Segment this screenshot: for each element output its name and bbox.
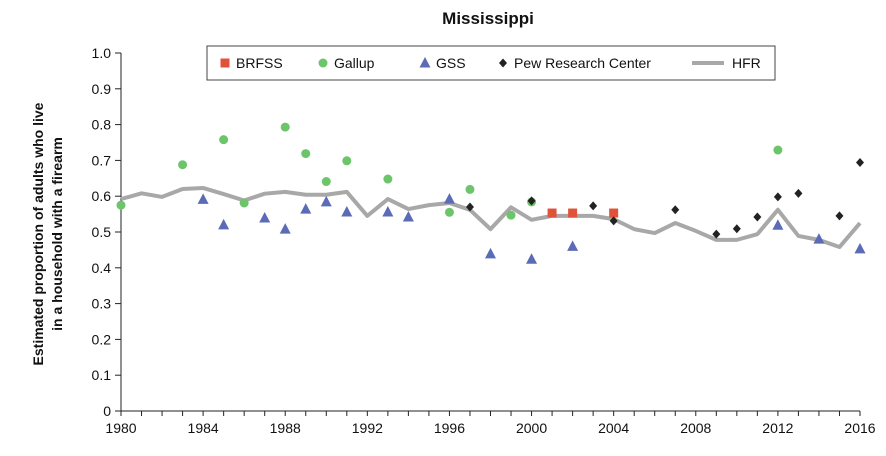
y-tick-label: 0.6 (92, 188, 112, 204)
legend-label-gss: GSS (436, 55, 466, 71)
brfss-point (568, 208, 578, 218)
chart-title: Mississippi (442, 9, 534, 28)
hfr-line (120, 185, 862, 250)
x-tick-label: 2016 (844, 420, 875, 436)
x-tick-label: 1984 (188, 420, 219, 436)
gss-point (320, 195, 332, 207)
pew-research-center-point (794, 188, 803, 198)
gss-point (813, 233, 825, 244)
legend-label-gallup: Gallup (334, 55, 375, 71)
legend-label-pew-research-center: Pew Research Center (514, 55, 651, 71)
x-tick-label: 1996 (434, 420, 465, 436)
gallup-point (773, 145, 783, 155)
gss-point (382, 205, 394, 217)
gallup-point (342, 156, 352, 166)
gallup-point (301, 149, 311, 159)
gallup-point (219, 135, 229, 145)
y-axis: 0 0.1 0.2 0.3 0.4 0.5 0.6 0.7 0.8 0.9 1.0 (92, 45, 121, 419)
axes (120, 53, 860, 412)
y-tick-label: 0.8 (92, 117, 112, 133)
legend-label-brfss: BRFSS (236, 55, 283, 71)
pew-research-center-point (465, 202, 474, 212)
pew-research-center-point (856, 158, 864, 168)
gallup-point (178, 160, 188, 170)
pew-research-center-point (835, 211, 844, 221)
y-tick-label: 0.1 (92, 367, 112, 383)
pew-research-center-point (712, 229, 721, 239)
gss-point (567, 240, 579, 251)
x-tick-label: 1980 (105, 420, 136, 436)
pew-research-center-point (773, 192, 782, 202)
gss-point (341, 205, 353, 217)
gallup-point (321, 177, 331, 187)
x-tick-label: 1988 (270, 420, 301, 436)
gss-point (402, 210, 414, 222)
gss-point (197, 193, 209, 204)
brfss-point (547, 208, 557, 218)
y-tick-label: 0.2 (92, 331, 112, 347)
pew-research-center-point (732, 224, 741, 234)
gallup-point (116, 200, 126, 210)
legend-swatch-pew-research-center (499, 58, 507, 68)
pew-research-center-point (589, 201, 598, 211)
gallup-point (465, 184, 475, 194)
legend-frame (206, 45, 776, 81)
gss-point (259, 212, 271, 223)
y-axis-label-line-2: in a household with a firearm (49, 137, 65, 331)
pew-research-center-point (527, 196, 536, 206)
y-tick-label: 0.3 (92, 296, 112, 312)
y-tick-label: 0.7 (92, 152, 112, 168)
gss-point (526, 253, 538, 264)
y-tick-label: 0 (103, 403, 111, 419)
pew-research-center-point (753, 212, 762, 222)
x-tick-label: 2008 (680, 420, 711, 436)
x-tick-label: 2004 (598, 420, 629, 436)
legend-swatch-gss (419, 57, 431, 68)
gallup-point (444, 207, 454, 217)
x-tick-label: 2000 (516, 420, 547, 436)
plot-area (116, 122, 866, 264)
legend-swatch-brfss (220, 58, 230, 68)
gallup-point (383, 174, 393, 184)
x-tick-label: 1992 (352, 420, 383, 436)
gss-point (279, 223, 291, 234)
gss-point (218, 218, 230, 230)
y-axis-label-line-1: Estimated proportion of adults who live (30, 102, 46, 365)
legend-swatch-gallup (318, 58, 328, 68)
pew-research-center-point (609, 216, 618, 226)
gss-point (485, 247, 496, 259)
gallup-point (239, 198, 249, 208)
y-tick-label: 1.0 (92, 45, 112, 61)
y-axis-label: Estimated proportion of adults who live … (30, 102, 65, 365)
y-tick-label: 0.9 (92, 81, 112, 97)
gallup-point (280, 122, 290, 132)
pew-research-center-point (671, 205, 680, 215)
gss-point (772, 219, 784, 230)
x-axis: 1980 1984 1988 1992 1996 2000 2004 2008 2012 2016 (105, 411, 876, 436)
y-tick-label: 0.4 (92, 260, 112, 276)
gallup-point (506, 210, 516, 220)
y-tick-label: 0.5 (92, 224, 112, 240)
x-tick-label: 2012 (762, 420, 793, 436)
gss-point (443, 193, 455, 204)
legend: BRFSS Gallup GSS Pew Research Center HFR (206, 45, 776, 81)
legend-label-hfr: HFR (732, 55, 761, 71)
gss-point (854, 242, 866, 254)
brfss-point (609, 208, 619, 218)
gss-point (300, 203, 312, 214)
